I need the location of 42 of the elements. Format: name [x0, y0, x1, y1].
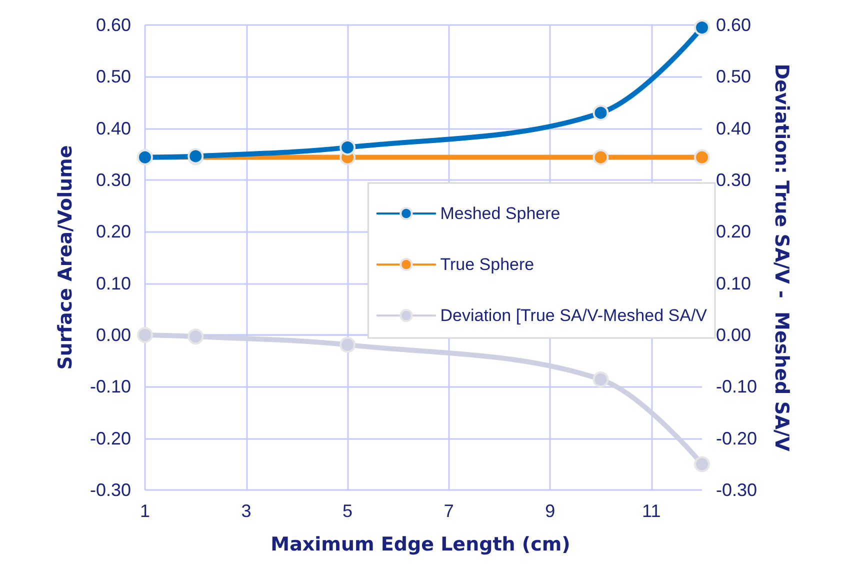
y2-tick-label: 0.20 [716, 222, 752, 242]
point [340, 139, 356, 156]
y2-tick-label: 0.40 [716, 118, 752, 138]
point [694, 149, 710, 166]
point [188, 328, 204, 345]
legend-label: True Sphere [440, 255, 534, 274]
x-axis-title: Maximum Edge Length (cm) [270, 534, 570, 556]
y2-tick-label: -0.10 [716, 376, 758, 397]
y-axis-title: Surface Area/Volume [54, 145, 76, 370]
y2-tick-label: 0.30 [716, 170, 752, 190]
y2-tick-label: 0.10 [716, 273, 752, 294]
y2-tick-label: 0.50 [716, 66, 752, 87]
legend-label: Meshed Sphere [440, 204, 560, 223]
y-tick-label: 0.60 [96, 15, 131, 35]
y2-axis-title: Deviation: True SA/V - Meshed SA/V [770, 64, 792, 452]
y-tick-label: 0.20 [96, 222, 131, 242]
x-tick-label: 9 [545, 501, 556, 521]
y2-tick-label: -0.30 [716, 480, 758, 500]
point [592, 104, 609, 121]
y-tick-label: 0.30 [96, 170, 131, 190]
y2-tick-label: -0.20 [716, 428, 758, 448]
point [694, 456, 710, 472]
point [137, 327, 153, 343]
point [340, 336, 356, 353]
y-tick-label: -0.20 [90, 428, 131, 448]
y-tick-label: 0.00 [96, 325, 131, 345]
y-tick-label: 0.50 [96, 66, 131, 87]
point [694, 20, 710, 36]
legend-label: Deviation [True SA/V-Meshed SA/V [440, 306, 708, 325]
point [592, 149, 609, 166]
x-tick-label: 11 [642, 501, 661, 521]
y-tick-label: -0.10 [90, 376, 131, 397]
y-tick-label: -0.30 [90, 480, 131, 500]
y2-tick-label: 0.60 [716, 15, 752, 35]
x-tick-label: 7 [444, 501, 454, 521]
y2-tick-label: 0.00 [716, 325, 752, 345]
x-tick-label: 1 [140, 501, 150, 521]
point [592, 371, 609, 388]
y-tick-label: 0.40 [96, 118, 131, 138]
x-tick-label: 5 [342, 501, 353, 521]
y-tick-label: 0.10 [96, 273, 131, 294]
x-tick-label: 3 [241, 501, 252, 521]
